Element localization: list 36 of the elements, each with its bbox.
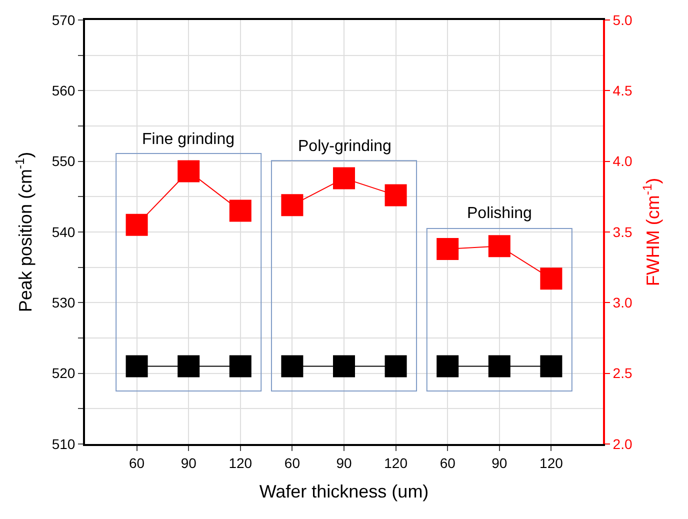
y2-tick-label: 4.5 [612, 82, 632, 99]
y2-tick-label: 3.5 [612, 224, 632, 240]
y-tick-label: 550 [52, 153, 76, 170]
point [126, 214, 148, 236]
point [229, 200, 252, 222]
x-axis-title: Wafer thickness (um) [259, 481, 429, 502]
x-tick-label: 120 [540, 454, 564, 471]
y-tick-label: 540 [52, 224, 76, 240]
x-tick-label: 120 [384, 454, 408, 471]
point [540, 268, 562, 290]
y2-tick-label: 3.0 [612, 294, 632, 311]
x-tick-label: 60 [284, 454, 300, 471]
y-tick-label: 510 [52, 436, 76, 452]
x-tick-label: 60 [440, 454, 456, 471]
point [436, 238, 459, 260]
point [178, 160, 200, 182]
y2-tick-label: 2.0 [612, 436, 632, 452]
annotation: Polishing [467, 205, 532, 222]
point [281, 194, 304, 216]
x-tick-label: 120 [228, 454, 252, 471]
x-tick-label: 90 [180, 454, 197, 471]
x-tick-label: 90 [336, 454, 352, 471]
y-tick-label: 520 [52, 365, 76, 382]
point [384, 184, 407, 206]
y-tick-label: 560 [52, 82, 76, 99]
x-tick-label: 60 [129, 454, 145, 471]
y2-tick-label: 2.5 [612, 365, 632, 382]
y2-tick-label: 4.0 [612, 153, 632, 170]
annotation: Fine grinding [142, 131, 234, 148]
point [333, 167, 355, 190]
y-tick-label: 530 [52, 294, 76, 311]
annotation: Poly-grinding [298, 138, 392, 155]
x-tick-label: 90 [492, 454, 508, 471]
y2-tick-label: 5.0 [612, 12, 632, 28]
y-tick-label: 570 [52, 12, 76, 28]
point [488, 235, 510, 258]
